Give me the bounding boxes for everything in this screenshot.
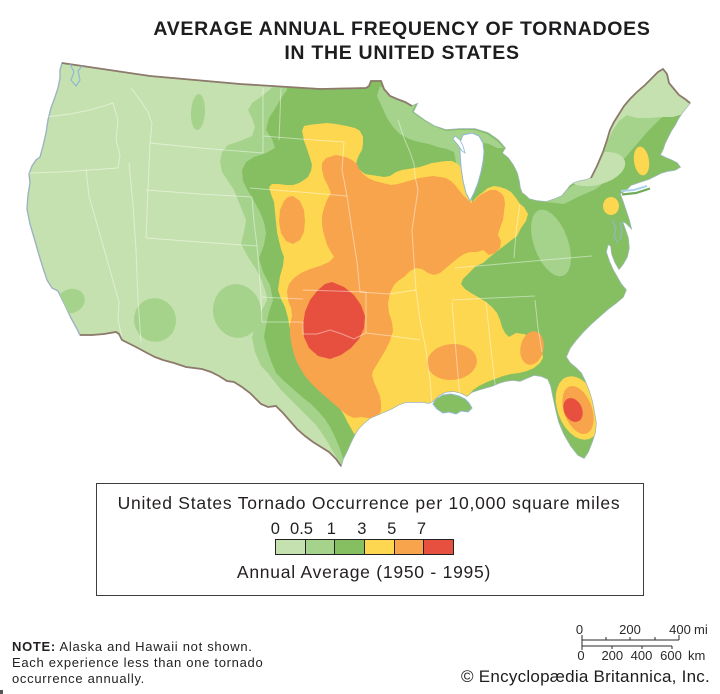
- svg-text:400: 400: [631, 648, 653, 663]
- svg-text:mi: mi: [694, 622, 708, 637]
- svg-text:0: 0: [576, 622, 583, 637]
- svg-text:0: 0: [577, 648, 584, 663]
- svg-text:200: 200: [601, 648, 623, 663]
- svg-text:600: 600: [660, 648, 682, 663]
- svg-text:km: km: [688, 648, 705, 663]
- svg-text:400: 400: [669, 622, 691, 637]
- svg-text:200: 200: [619, 622, 641, 637]
